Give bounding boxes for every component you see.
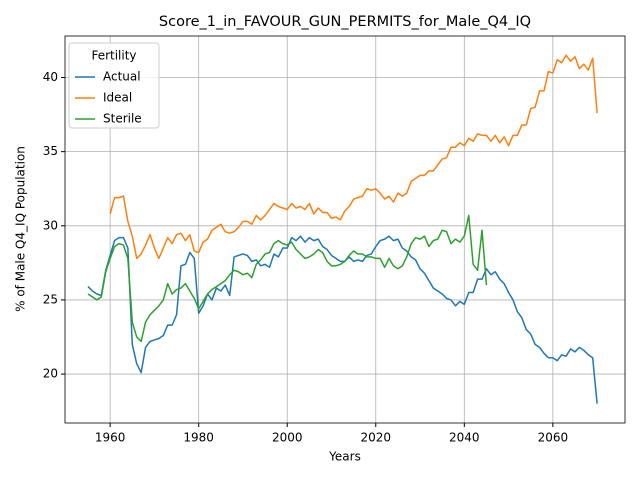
plot-frame (64, 35, 626, 424)
legend-label: Ideal (103, 91, 132, 105)
x-axis-label: Years (328, 450, 361, 464)
y-tick-label: 35 (43, 144, 58, 158)
x-tick-label: 2040 (449, 431, 480, 445)
y-tick-label: 25 (43, 292, 58, 306)
legend-title: Fertility (91, 49, 136, 63)
x-tick-label: 2060 (538, 431, 569, 445)
chart-title: Score_1_in_FAVOUR_GUN_PERMITS_for_Male_Q… (159, 14, 531, 30)
x-tick-label: 1960 (95, 431, 126, 445)
y-tick-label: 20 (43, 367, 58, 381)
x-tick-label: 1980 (183, 431, 214, 445)
line (109, 54, 598, 260)
x-tick-label: 2000 (272, 431, 303, 445)
y-tick-label: 40 (43, 70, 58, 84)
legend-box (68, 42, 160, 129)
legend-label: Sterile (103, 112, 142, 126)
line (87, 235, 598, 404)
y-tick-label: 30 (43, 218, 58, 232)
line (87, 214, 488, 343)
x-tick-label: 2020 (360, 431, 391, 445)
legend-label: Actual (103, 70, 141, 84)
y-axis-label: % of Male Q4_IQ Population (14, 146, 28, 312)
